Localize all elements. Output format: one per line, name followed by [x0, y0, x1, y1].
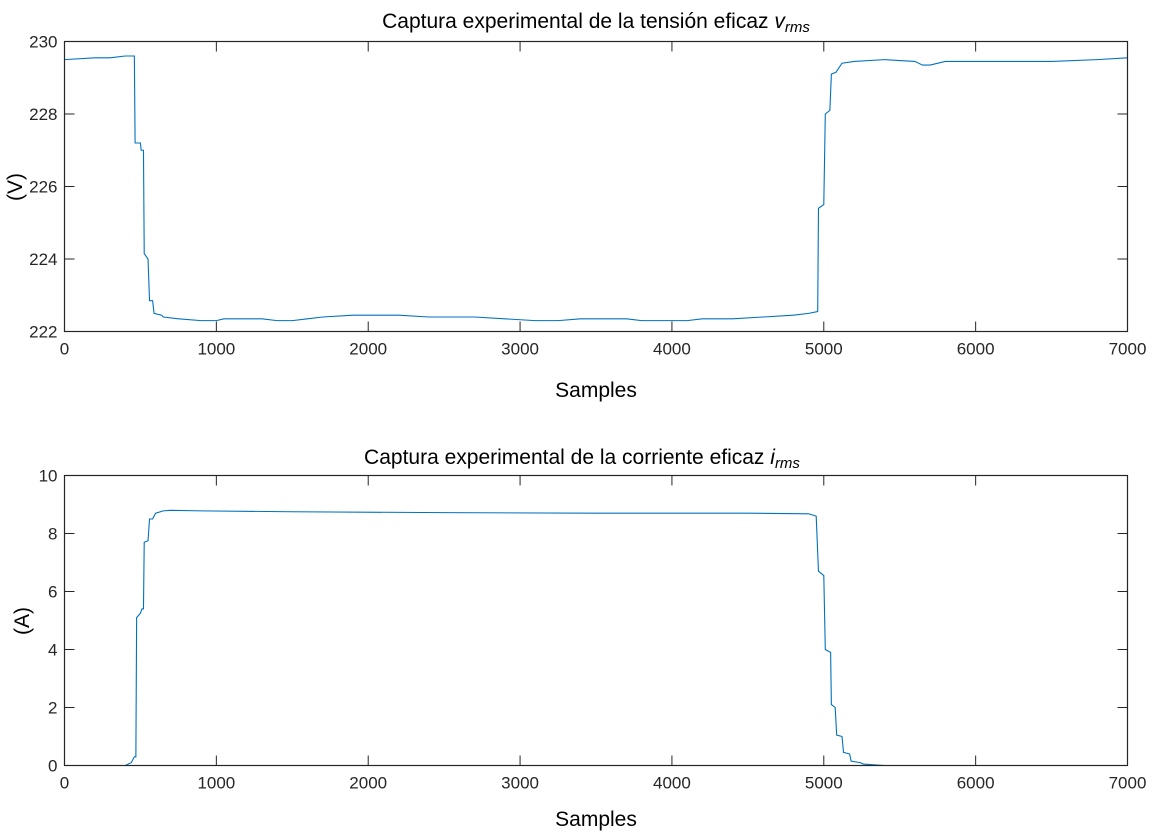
current-series-line: [64, 509, 1128, 767]
current-x-tick-label: 4000: [653, 774, 691, 793]
current-title-subscript: rms: [775, 455, 800, 472]
current-x-tick-label: 2000: [349, 774, 387, 793]
current-ticks: [64, 475, 1128, 766]
voltage-x-tick-label: 1000: [197, 340, 235, 359]
current-y-tick-label: 4: [48, 641, 57, 660]
current-axes-box: [63, 474, 1129, 767]
voltage-x-axis-label: Samples: [555, 379, 637, 402]
current-y-tick-label: 0: [48, 757, 57, 776]
voltage-title-symbol: v: [774, 10, 786, 33]
current-title-text: Captura experimental de la corriente efi…: [364, 446, 770, 469]
voltage-ticks: [64, 41, 1128, 332]
current-x-tick-label: 1000: [197, 774, 235, 793]
voltage-y-axis-label: (V): [4, 173, 27, 201]
voltage-y-tick-label: 230: [29, 33, 57, 52]
current-y-tick-label: 10: [39, 467, 58, 486]
voltage-y-tick-label: 224: [29, 250, 57, 269]
voltage-y-tick-label: 222: [29, 323, 57, 342]
current-y-axis-label: (A): [11, 607, 34, 635]
voltage-series-line: [64, 55, 1128, 322]
current-chart-title: Captura experimental de la corriente efi…: [364, 446, 800, 472]
voltage-x-tick-label: 0: [60, 340, 69, 359]
current-x-tick-label: 5000: [805, 774, 843, 793]
voltage-y-tick-label: 228: [29, 105, 57, 124]
voltage-x-tick-label: 6000: [957, 340, 995, 359]
voltage-x-tick-label: 2000: [349, 340, 387, 359]
current-chart: Captura experimental de la corriente efi…: [11, 446, 1146, 831]
voltage-axes-box: [63, 40, 1129, 333]
voltage-x-tick-label: 5000: [805, 340, 843, 359]
voltage-title-text: Captura experimental de la tensión efica…: [382, 10, 774, 33]
current-x-tick-label: 7000: [1109, 774, 1147, 793]
voltage-tick-labels: 0 1000 2000 3000 4000 5000 6000 7000 222 224 226 22…: [29, 33, 1146, 359]
voltage-x-tick-label: 3000: [501, 340, 539, 359]
current-x-tick-label: 3000: [501, 774, 539, 793]
current-tick-labels: 0 1000 2000 3000 4000 5000 6000 7000 0 2 4 6 8 10: [39, 467, 1147, 793]
current-x-tick-label: 0: [60, 774, 69, 793]
current-y-tick-label: 6: [48, 583, 57, 602]
voltage-x-tick-label: 4000: [653, 340, 691, 359]
voltage-y-tick-label: 226: [29, 178, 57, 197]
current-x-axis-label: Samples: [555, 808, 637, 831]
current-title-symbol: i: [770, 446, 776, 469]
voltage-plot-area: [64, 55, 1128, 322]
voltage-x-tick-label: 7000: [1109, 340, 1147, 359]
voltage-chart-title: Captura experimental de la tensión efica…: [382, 10, 810, 36]
current-y-tick-label: 2: [48, 699, 57, 718]
current-plot-area: [64, 509, 1128, 767]
voltage-title-subscript: rms: [785, 19, 810, 36]
voltage-chart: Captura experimental de la tensión efica…: [4, 10, 1146, 402]
current-y-tick-label: 8: [48, 525, 57, 544]
current-x-tick-label: 6000: [957, 774, 995, 793]
